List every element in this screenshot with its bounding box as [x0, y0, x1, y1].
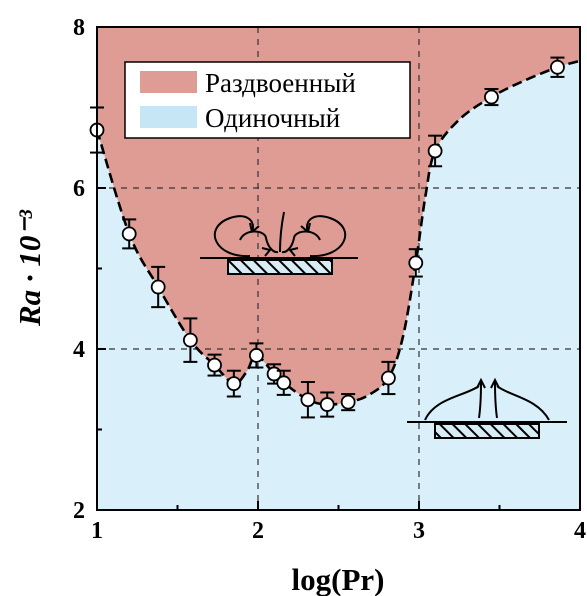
point-marker — [484, 89, 499, 105]
x-axis-title: log(Pr) — [292, 562, 385, 596]
y-tick-label: 2 — [73, 498, 85, 524]
x-tick-label: 2 — [252, 518, 264, 544]
legend: Раздвоенный Одиночный — [124, 61, 411, 139]
point-marker — [550, 59, 565, 75]
data-point — [408, 248, 424, 278]
single-plume-schematic-icon — [407, 377, 567, 439]
y-axis-title: Ra · 10⁻³ — [12, 209, 47, 327]
legend-label-split: Раздвоенный — [205, 68, 356, 98]
point-marker — [226, 376, 242, 392]
y-tick-label: 4 — [73, 337, 85, 363]
point-marker — [340, 394, 356, 410]
legend-swatch-split — [140, 71, 197, 93]
point-marker — [319, 397, 335, 412]
point-marker — [276, 375, 292, 391]
point-marker — [121, 226, 137, 242]
point-marker — [300, 392, 316, 408]
point-marker — [207, 357, 222, 373]
point-marker — [150, 279, 166, 295]
point-marker — [427, 143, 443, 159]
data-point — [207, 353, 222, 377]
data-point — [121, 218, 137, 250]
data-point — [484, 87, 499, 107]
data-point — [550, 56, 565, 78]
split-plume-schematic-icon — [200, 211, 358, 275]
point-marker — [182, 332, 198, 348]
legend-label-single: Одиночный — [205, 103, 340, 133]
data-point — [226, 369, 242, 398]
data-point — [248, 342, 264, 369]
x-tick-label: 4 — [574, 518, 586, 544]
data-point — [300, 381, 316, 419]
y-tick-label: 8 — [73, 15, 85, 41]
point-marker — [381, 370, 396, 386]
point-marker — [248, 348, 264, 363]
axis-ticks — [96, 26, 581, 511]
data-point — [427, 134, 443, 168]
x-tick-label: 3 — [413, 518, 425, 544]
data-points — [89, 56, 565, 419]
data-point — [182, 317, 198, 363]
legend-swatch-single — [140, 106, 197, 128]
data-point — [276, 369, 292, 396]
boundary-curve — [95, 59, 581, 406]
data-point — [340, 393, 356, 412]
data-point — [381, 360, 396, 396]
point-marker — [408, 255, 424, 271]
data-point — [319, 391, 335, 418]
y-tick-label: 6 — [73, 176, 85, 202]
data-point — [150, 265, 166, 309]
x-tick-label: 1 — [91, 518, 103, 544]
